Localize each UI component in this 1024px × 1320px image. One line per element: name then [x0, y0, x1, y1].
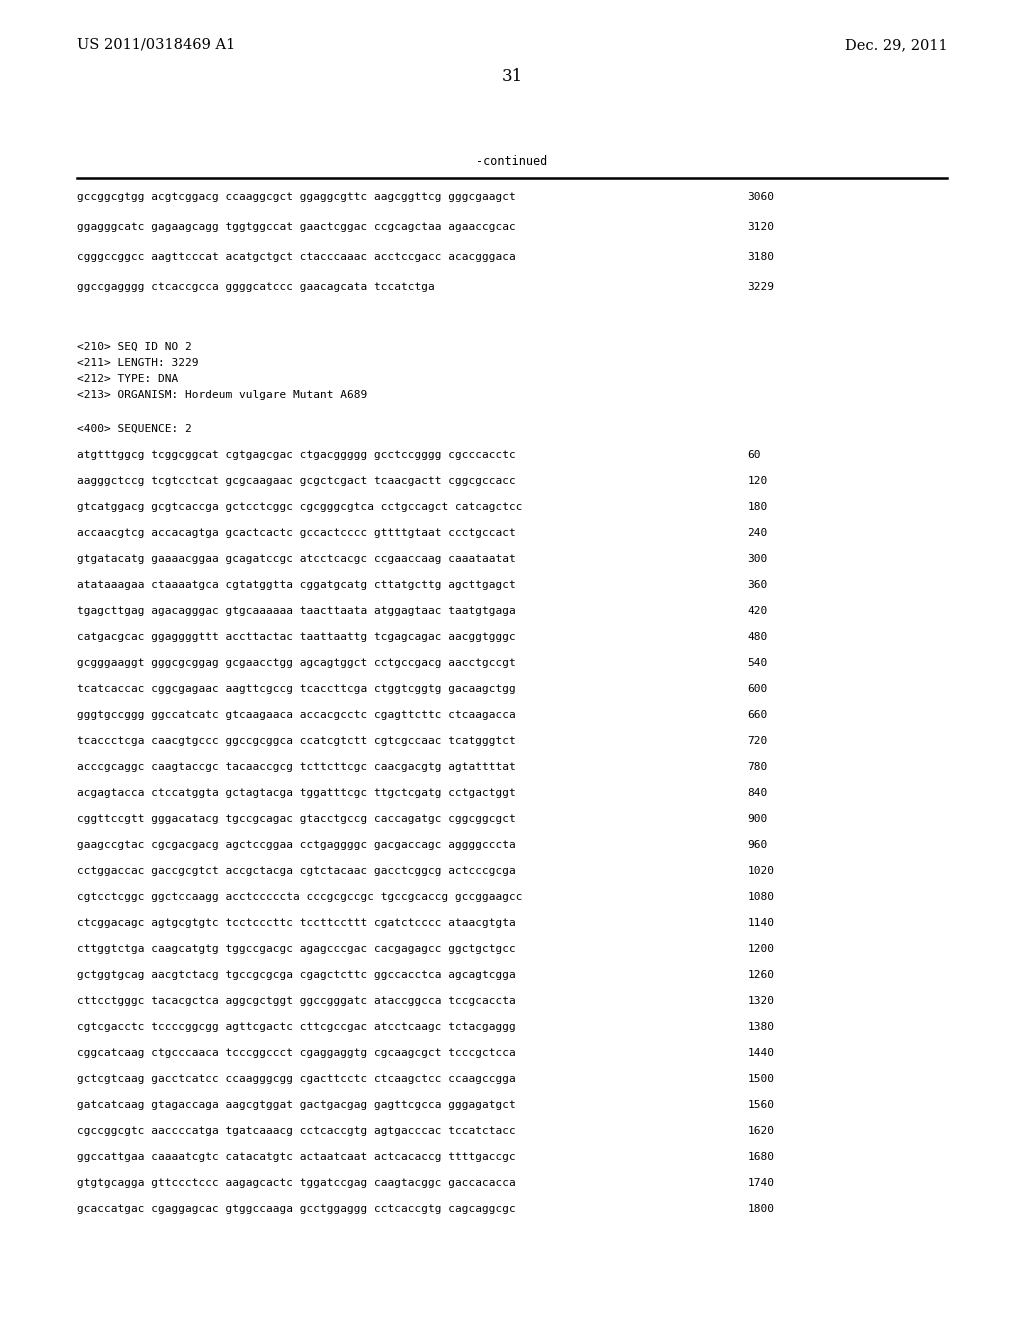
Text: 120: 120 [748, 477, 768, 486]
Text: 900: 900 [748, 814, 768, 824]
Text: acgagtacca ctccatggta gctagtacga tggatttcgc ttgctcgatg cctgactggt: acgagtacca ctccatggta gctagtacga tggattt… [77, 788, 515, 799]
Text: 60: 60 [748, 450, 761, 459]
Text: 3120: 3120 [748, 222, 774, 232]
Text: <213> ORGANISM: Hordeum vulgare Mutant A689: <213> ORGANISM: Hordeum vulgare Mutant A… [77, 389, 367, 400]
Text: gatcatcaag gtagaccaga aagcgtggat gactgacgag gagttcgcca gggagatgct: gatcatcaag gtagaccaga aagcgtggat gactgac… [77, 1100, 515, 1110]
Text: tgagcttgag agacagggac gtgcaaaaaa taacttaata atggagtaac taatgtgaga: tgagcttgag agacagggac gtgcaaaaaa taactta… [77, 606, 515, 616]
Text: gtgtgcagga gttccctccc aagagcactc tggatccgag caagtacggc gaccacacca: gtgtgcagga gttccctccc aagagcactc tggatcc… [77, 1177, 515, 1188]
Text: catgacgcac ggaggggttt accttactac taattaattg tcgagcagac aacggtgggc: catgacgcac ggaggggttt accttactac taattaa… [77, 632, 515, 642]
Text: ggagggcatc gagaagcagg tggtggccat gaactcggac ccgcagctaa agaaccgcac: ggagggcatc gagaagcagg tggtggccat gaactcg… [77, 222, 515, 232]
Text: cgccggcgtc aaccccatga tgatcaaacg cctcaccgtg agtgacccac tccatctacc: cgccggcgtc aaccccatga tgatcaaacg cctcacc… [77, 1126, 515, 1137]
Text: <400> SEQUENCE: 2: <400> SEQUENCE: 2 [77, 424, 191, 434]
Text: 960: 960 [748, 840, 768, 850]
Text: ctcggacagc agtgcgtgtc tcctcccttc tccttccttt cgatctcccc ataacgtgta: ctcggacagc agtgcgtgtc tcctcccttc tccttcc… [77, 917, 515, 928]
Text: US 2011/0318469 A1: US 2011/0318469 A1 [77, 38, 236, 51]
Text: gggtgccggg ggccatcatc gtcaagaaca accacgcctc cgagttcttc ctcaagacca: gggtgccggg ggccatcatc gtcaagaaca accacgc… [77, 710, 515, 719]
Text: 1380: 1380 [748, 1022, 774, 1032]
Text: ggccgagggg ctcaccgcca ggggcatccc gaacagcata tccatctga: ggccgagggg ctcaccgcca ggggcatccc gaacagc… [77, 282, 434, 292]
Text: <210> SEQ ID NO 2: <210> SEQ ID NO 2 [77, 342, 191, 352]
Text: 3229: 3229 [748, 282, 774, 292]
Text: cctggaccac gaccgcgtct accgctacga cgtctacaac gacctcggcg actcccgcga: cctggaccac gaccgcgtct accgctacga cgtctac… [77, 866, 515, 876]
Text: 1500: 1500 [748, 1074, 774, 1084]
Text: 480: 480 [748, 632, 768, 642]
Text: 1680: 1680 [748, 1152, 774, 1162]
Text: gccggcgtgg acgtcggacg ccaaggcgct ggaggcgttc aagcggttcg gggcgaagct: gccggcgtgg acgtcggacg ccaaggcgct ggaggcg… [77, 191, 515, 202]
Text: atataaagaa ctaaaatgca cgtatggtta cggatgcatg cttatgcttg agcttgagct: atataaagaa ctaaaatgca cgtatggtta cggatgc… [77, 579, 515, 590]
Text: gcgggaaggt gggcgcggag gcgaacctgg agcagtggct cctgccgacg aacctgccgt: gcgggaaggt gggcgcggag gcgaacctgg agcagtg… [77, 657, 515, 668]
Text: gaagccgtac cgcgacgacg agctccggaa cctgaggggc gacgaccagc aggggcccta: gaagccgtac cgcgacgacg agctccggaa cctgagg… [77, 840, 515, 850]
Text: 1080: 1080 [748, 892, 774, 902]
Text: 1140: 1140 [748, 917, 774, 928]
Text: acccgcaggc caagtaccgc tacaaccgcg tcttcttcgc caacgacgtg agtattttat: acccgcaggc caagtaccgc tacaaccgcg tcttctt… [77, 762, 515, 772]
Text: 420: 420 [748, 606, 768, 616]
Text: Dec. 29, 2011: Dec. 29, 2011 [845, 38, 947, 51]
Text: 660: 660 [748, 710, 768, 719]
Text: accaacgtcg accacagtga gcactcactc gccactcccc gttttgtaat ccctgccact: accaacgtcg accacagtga gcactcactc gccactc… [77, 528, 515, 539]
Text: 780: 780 [748, 762, 768, 772]
Text: cgtcgacctc tccccggcgg agttcgactc cttcgccgac atcctcaagc tctacgaggg: cgtcgacctc tccccggcgg agttcgactc cttcgcc… [77, 1022, 515, 1032]
Text: 1260: 1260 [748, 970, 774, 979]
Text: 1740: 1740 [748, 1177, 774, 1188]
Text: ggccattgaa caaaatcgtc catacatgtc actaatcaat actcacaccg ttttgaccgc: ggccattgaa caaaatcgtc catacatgtc actaatc… [77, 1152, 515, 1162]
Text: gctggtgcag aacgtctacg tgccgcgcga cgagctcttc ggccacctca agcagtcgga: gctggtgcag aacgtctacg tgccgcgcga cgagctc… [77, 970, 515, 979]
Text: 3060: 3060 [748, 191, 774, 202]
Text: cttggtctga caagcatgtg tggccgacgc agagcccgac cacgagagcc ggctgctgcc: cttggtctga caagcatgtg tggccgacgc agagccc… [77, 944, 515, 954]
Text: 240: 240 [748, 528, 768, 539]
Text: tcatcaccac cggcgagaac aagttcgccg tcaccttcga ctggtcggtg gacaagctgg: tcatcaccac cggcgagaac aagttcgccg tcacctt… [77, 684, 515, 694]
Text: 540: 540 [748, 657, 768, 668]
Text: cgtcctcggc ggctccaagg acctcccccta cccgcgccgc tgccgcaccg gccggaagcc: cgtcctcggc ggctccaagg acctcccccta cccgcg… [77, 892, 522, 902]
Text: gcaccatgac cgaggagcac gtggccaaga gcctggaggg cctcaccgtg cagcaggcgc: gcaccatgac cgaggagcac gtggccaaga gcctgga… [77, 1204, 515, 1214]
Text: 31: 31 [502, 69, 522, 84]
Text: 180: 180 [748, 502, 768, 512]
Text: cgggccggcc aagttcccat acatgctgct ctacccaaac acctccgacc acacgggaca: cgggccggcc aagttcccat acatgctgct ctaccca… [77, 252, 515, 261]
Text: <212> TYPE: DNA: <212> TYPE: DNA [77, 374, 178, 384]
Text: 1320: 1320 [748, 997, 774, 1006]
Text: gtcatggacg gcgtcaccga gctcctcggc cgcgggcgtca cctgccagct catcagctcc: gtcatggacg gcgtcaccga gctcctcggc cgcgggc… [77, 502, 522, 512]
Text: cttcctgggc tacacgctca aggcgctggt ggccgggatc ataccggcca tccgcaccta: cttcctgggc tacacgctca aggcgctggt ggccggg… [77, 997, 515, 1006]
Text: 840: 840 [748, 788, 768, 799]
Text: 1200: 1200 [748, 944, 774, 954]
Text: <211> LENGTH: 3229: <211> LENGTH: 3229 [77, 358, 199, 368]
Text: 1020: 1020 [748, 866, 774, 876]
Text: gtgatacatg gaaaacggaa gcagatccgc atcctcacgc ccgaaccaag caaataatat: gtgatacatg gaaaacggaa gcagatccgc atcctca… [77, 554, 515, 564]
Text: 1800: 1800 [748, 1204, 774, 1214]
Text: 360: 360 [748, 579, 768, 590]
Text: cggttccgtt gggacatacg tgccgcagac gtacctgccg caccagatgc cggcggcgct: cggttccgtt gggacatacg tgccgcagac gtacctg… [77, 814, 515, 824]
Text: 600: 600 [748, 684, 768, 694]
Text: tcaccctcga caacgtgccc ggccgcggca ccatcgtctt cgtcgccaac tcatgggtct: tcaccctcga caacgtgccc ggccgcggca ccatcgt… [77, 737, 515, 746]
Text: -continued: -continued [476, 154, 548, 168]
Text: atgtttggcg tcggcggcat cgtgagcgac ctgacggggg gcctccgggg cgcccacctc: atgtttggcg tcggcggcat cgtgagcgac ctgacgg… [77, 450, 515, 459]
Text: 1560: 1560 [748, 1100, 774, 1110]
Text: 300: 300 [748, 554, 768, 564]
Text: cggcatcaag ctgcccaaca tcccggccct cgaggaggtg cgcaagcgct tcccgctcca: cggcatcaag ctgcccaaca tcccggccct cgaggag… [77, 1048, 515, 1059]
Text: 3180: 3180 [748, 252, 774, 261]
Text: aagggctccg tcgtcctcat gcgcaagaac gcgctcgact tcaacgactt cggcgccacc: aagggctccg tcgtcctcat gcgcaagaac gcgctcg… [77, 477, 515, 486]
Text: 720: 720 [748, 737, 768, 746]
Text: gctcgtcaag gacctcatcc ccaagggcgg cgacttcctc ctcaagctcc ccaagccgga: gctcgtcaag gacctcatcc ccaagggcgg cgacttc… [77, 1074, 515, 1084]
Text: 1440: 1440 [748, 1048, 774, 1059]
Text: 1620: 1620 [748, 1126, 774, 1137]
